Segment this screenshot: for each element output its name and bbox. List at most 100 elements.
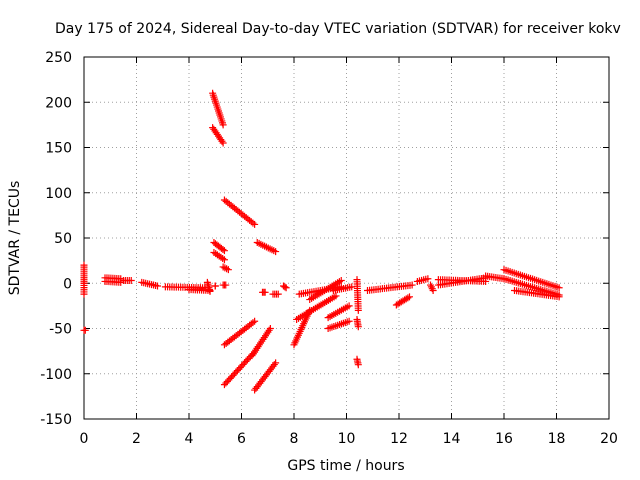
data-point	[266, 325, 274, 332]
series-arc-25	[280, 282, 290, 292]
y-tick-label: 200	[45, 95, 72, 111]
y-tick-label: -150	[40, 412, 72, 428]
x-tick-label: 2	[132, 431, 141, 447]
data-point	[428, 285, 436, 293]
y-axis-tick-labels: -150 -100 -50 0 50 100 150 200 250	[40, 50, 72, 428]
data-point	[429, 286, 437, 294]
series-arc-22	[219, 281, 230, 289]
data-point	[206, 287, 214, 295]
data-point	[127, 277, 135, 285]
series-arc-01	[80, 261, 88, 298]
data-point	[281, 283, 289, 291]
series-arc-45	[511, 286, 563, 301]
data-point	[80, 290, 88, 298]
series-arc-14	[219, 263, 232, 274]
series-arc-11	[209, 124, 227, 147]
series-arc-43	[500, 266, 563, 292]
series-arc-36	[364, 281, 416, 294]
y-tick-label: 0	[63, 276, 72, 292]
series-arc-41	[434, 276, 490, 285]
x-tick-label: 16	[495, 431, 513, 447]
series-arc-10	[209, 89, 227, 129]
series-arc-38	[413, 275, 432, 285]
y-tick-label: -100	[40, 367, 72, 383]
series-arc-06	[138, 278, 161, 290]
data-point	[424, 275, 432, 283]
data-point	[406, 293, 413, 301]
data-point	[222, 281, 230, 289]
x-axis-title: GPS time / hours	[287, 458, 404, 474]
data-point	[555, 284, 563, 292]
x-tick-label: 4	[185, 431, 194, 447]
series-arc-13	[210, 248, 228, 264]
y-axis-title: SDTVAR / TECUs	[7, 181, 23, 296]
data-point	[272, 359, 280, 367]
x-tick-label: 14	[443, 431, 461, 447]
series-arc-39	[427, 281, 437, 294]
series-arc-37	[392, 293, 413, 309]
series-arc-17	[220, 348, 259, 389]
x-tick-label: 6	[237, 431, 246, 447]
data-points	[80, 89, 563, 394]
series-arc-29	[306, 277, 345, 304]
series-arc-09	[203, 278, 214, 295]
series-arc-23	[259, 288, 269, 296]
data-point	[249, 319, 257, 327]
x-axis-tick-labels: 0 2 4 6 8 10 12 14 16 18 20	[80, 431, 618, 447]
series-arc-24	[269, 290, 282, 298]
data-point	[408, 281, 416, 289]
grid-lines	[84, 57, 609, 419]
data-point	[224, 266, 232, 274]
series-arc-20	[248, 325, 274, 360]
series-arc-02	[80, 326, 89, 334]
data-point	[249, 219, 257, 227]
data-point	[220, 247, 228, 255]
series-arc-31	[324, 317, 353, 332]
data-point	[282, 284, 290, 292]
data-point	[427, 283, 435, 291]
series-arc-32	[329, 283, 356, 294]
y-tick-label: 50	[54, 231, 72, 247]
y-tick-label: -50	[49, 322, 72, 338]
x-tick-label: 20	[600, 431, 618, 447]
series-arc-33	[353, 276, 362, 314]
series-arc-18	[253, 239, 280, 256]
data-point	[219, 121, 227, 129]
series-arc-30	[324, 302, 353, 322]
data-point	[272, 248, 280, 256]
data-point	[219, 246, 227, 254]
data-point	[345, 317, 353, 325]
data-point	[251, 317, 259, 325]
data-point	[345, 302, 353, 310]
data-point	[348, 283, 356, 291]
data-point	[274, 290, 282, 298]
data-point	[270, 361, 278, 369]
series-arc-27	[293, 292, 340, 323]
data-point	[354, 361, 362, 369]
data-point	[261, 288, 269, 296]
data-point	[251, 220, 259, 228]
axis-ticks	[83, 56, 610, 420]
series-arc-12	[210, 239, 228, 255]
data-point	[211, 282, 219, 290]
data-point	[404, 294, 412, 302]
data-point	[218, 137, 226, 145]
data-point	[354, 306, 362, 314]
data-point	[219, 139, 227, 147]
series-arc-04	[101, 277, 125, 286]
chart-title: Day 175 of 2024, Sidereal Day-to-day VTE…	[55, 21, 621, 37]
data-point	[337, 277, 345, 285]
data-point	[81, 326, 89, 334]
series-arc-34	[353, 315, 362, 331]
series-arc-21	[211, 282, 219, 290]
data-point	[154, 282, 161, 290]
series-arc-19	[251, 359, 280, 394]
data-point	[221, 264, 229, 272]
series-arc-05	[119, 277, 135, 285]
y-tick-label: 100	[45, 186, 72, 202]
y-tick-label: 250	[45, 50, 72, 66]
data-point	[223, 265, 231, 273]
x-tick-label: 8	[290, 431, 299, 447]
series-arc-16	[220, 317, 259, 349]
